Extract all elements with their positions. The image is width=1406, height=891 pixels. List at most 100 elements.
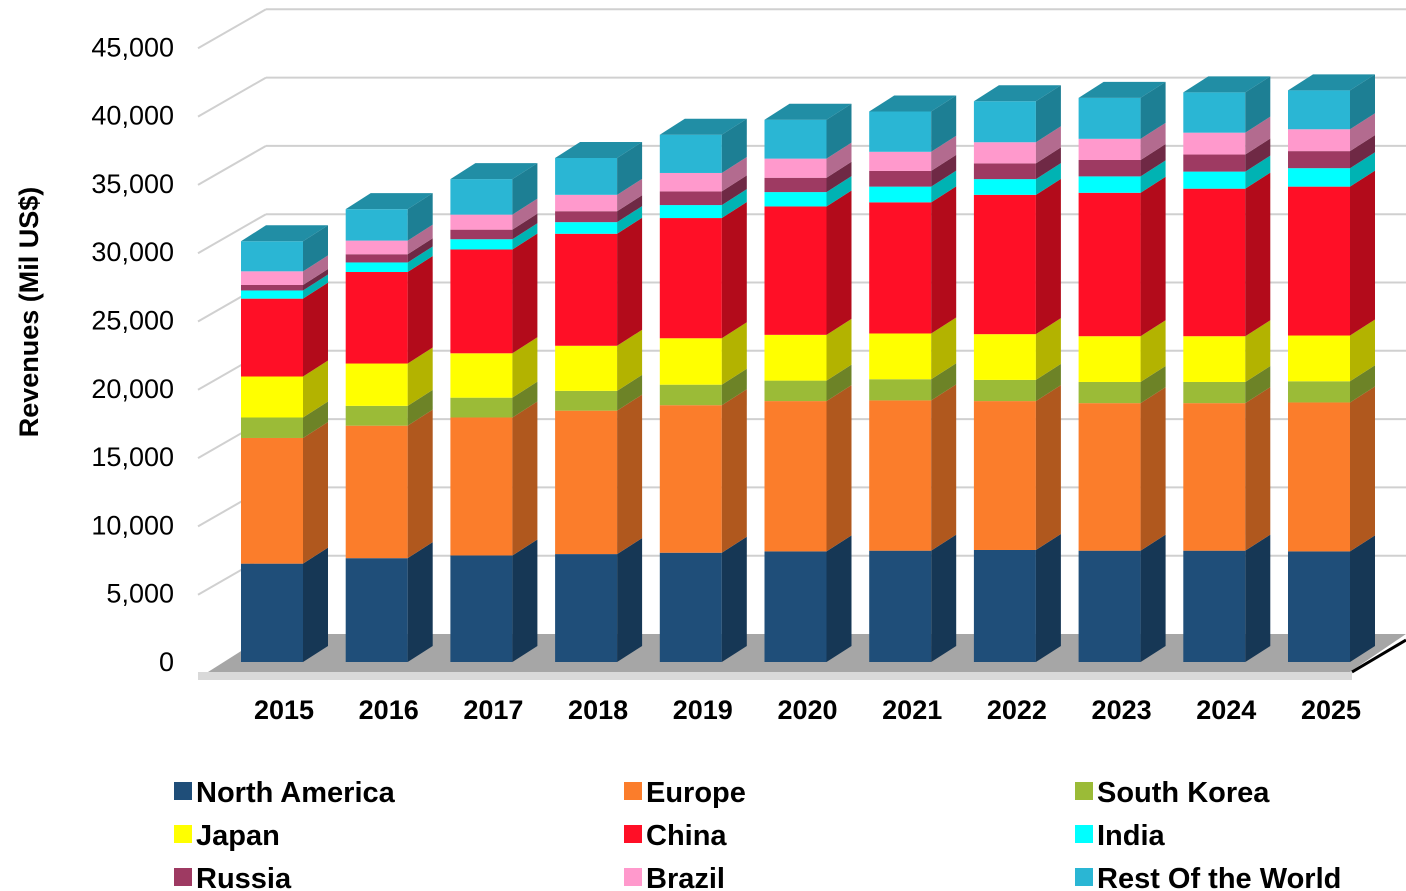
bar-segment	[764, 177, 827, 193]
bar-segment	[659, 384, 722, 406]
legend-swatch	[1075, 825, 1093, 843]
bar-segment	[869, 202, 932, 334]
bar-segment-side	[721, 536, 747, 662]
bar-segment-side	[1245, 172, 1271, 337]
bar-top	[659, 118, 747, 135]
bar-segment-side	[303, 274, 328, 299]
bar-segment	[1078, 336, 1141, 382]
bar-segment	[345, 254, 408, 263]
bar-segment-side	[1350, 152, 1375, 187]
bar-segment-side	[407, 238, 433, 263]
bar-segment	[1288, 381, 1350, 403]
bar-stack-2015	[241, 225, 328, 662]
bar-top	[869, 95, 957, 112]
bar-segment-side	[407, 409, 433, 559]
gridline-diagonal	[197, 213, 267, 255]
bar-segment	[1078, 138, 1141, 160]
bar-segment	[973, 179, 1036, 195]
y-tick-label: 40,000	[91, 101, 174, 131]
legend-item: South Korea	[1075, 777, 1270, 809]
bar-segment-side	[1350, 170, 1375, 336]
bar-segment	[345, 209, 408, 241]
bar-top	[973, 85, 1061, 102]
bar-segment	[1078, 192, 1141, 337]
x-tick-label: 2019	[673, 695, 733, 725]
bar-stack-2020	[764, 103, 852, 662]
bar-segment-side	[512, 381, 538, 418]
bar-segment-side	[407, 542, 433, 662]
bar-segment	[555, 345, 618, 391]
bar-segment	[869, 400, 932, 551]
bar-segment-side	[407, 389, 433, 426]
floor-right-edge	[1351, 638, 1406, 674]
bar-segment-side	[1035, 163, 1061, 195]
bar-segment	[450, 179, 513, 215]
bar-segment	[345, 272, 408, 364]
bar-segment-side	[512, 198, 538, 230]
bar-segment	[1183, 550, 1246, 662]
bar-segment-side	[1140, 143, 1166, 177]
legend-swatch	[174, 825, 192, 843]
y-axis-tick-labels: 0 5,000 10,000 15,000 20,000 25,000 30,000 35,0…	[91, 32, 174, 677]
bar-segment	[659, 405, 722, 553]
bar-segment-side	[1350, 113, 1375, 152]
bar-top	[555, 141, 643, 158]
bar-segment	[241, 284, 303, 291]
y-tick-label: 30,000	[91, 237, 174, 267]
y-tick-label: 25,000	[91, 306, 174, 336]
bar-segment-side	[721, 189, 747, 219]
bar-segment	[869, 379, 932, 401]
bar-segment-side	[1245, 138, 1271, 172]
bar-top	[345, 193, 433, 210]
bar-segment-side	[617, 374, 643, 411]
bar-segment	[450, 249, 513, 354]
y-tick-label: 35,000	[91, 169, 174, 199]
legend-label: China	[646, 820, 727, 852]
bar-segment	[555, 194, 618, 212]
bar-segment-side	[826, 103, 852, 159]
y-tick-label: 15,000	[91, 442, 174, 472]
bar-segment-side	[1035, 178, 1061, 335]
bar-segment	[241, 241, 303, 272]
bar-segment	[450, 555, 513, 662]
bar-segment-side	[407, 224, 433, 255]
bar-top	[450, 163, 538, 180]
bar-segment-side	[1350, 74, 1375, 130]
bar-segment	[345, 240, 408, 255]
bar-segment	[659, 134, 722, 173]
bar-segment-side	[1140, 534, 1166, 662]
bar-segment	[764, 380, 827, 402]
legend-item: Russia	[174, 863, 292, 891]
x-tick-label: 2024	[1196, 695, 1256, 725]
x-tick-label: 2025	[1301, 695, 1361, 725]
bar-segment-side	[826, 176, 852, 207]
bar-segment	[869, 333, 932, 380]
bar-segment-side	[1245, 320, 1271, 382]
bar-segment-side	[407, 256, 433, 364]
bar-segment	[555, 410, 618, 555]
bar-segment	[869, 170, 932, 187]
bar-segment	[345, 363, 408, 406]
legend-item: India	[1075, 820, 1166, 852]
bar-segment	[345, 262, 408, 273]
bar-stack-2018	[555, 141, 643, 662]
bar-stack-2019	[659, 118, 747, 662]
bar-segment	[345, 405, 408, 426]
legend-item: Japan	[174, 820, 280, 852]
bar-segment-side	[1350, 535, 1375, 662]
bar-segment	[1288, 402, 1350, 552]
legend-item: China	[624, 820, 727, 852]
legend-item: North America	[174, 777, 396, 809]
bar-segment	[973, 379, 1036, 402]
y-tick-label: 0	[159, 647, 174, 677]
bar-segment	[764, 158, 827, 178]
bar-segment	[973, 549, 1036, 662]
x-tick-label: 2017	[463, 695, 523, 725]
bar-segment	[1288, 551, 1350, 662]
bar-segment	[555, 211, 618, 223]
bar-segment-side	[617, 141, 643, 195]
bar-segment-side	[931, 384, 957, 551]
bar-segment	[555, 157, 618, 195]
legend-label: Japan	[196, 820, 280, 852]
